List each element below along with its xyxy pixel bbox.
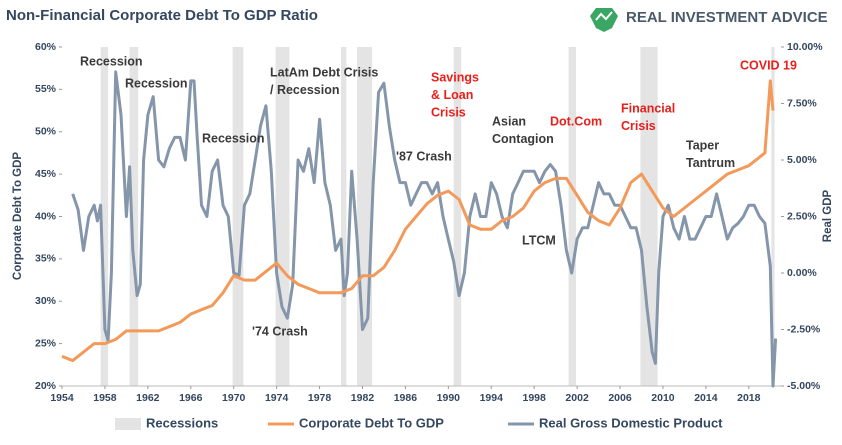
recession-band	[771, 47, 775, 386]
x-tick-label: 2014	[694, 392, 718, 404]
recession-band	[453, 47, 462, 386]
chart-title: Non-Financial Corporate Debt To GDP Rati…	[6, 7, 318, 24]
brand-logo: REAL INVESTMENT ADVICE	[590, 8, 828, 32]
logo-arrow	[595, 11, 613, 21]
x-tick-label: 2018	[737, 392, 761, 404]
annotation: & Loan	[431, 88, 473, 102]
x-tick-label: 1970	[222, 392, 246, 404]
x-tick-label: 1978	[308, 392, 332, 404]
x-tick-label: 1958	[93, 392, 117, 404]
legend-label: Corporate Debt To GDP	[299, 415, 444, 430]
x-tick-label: 1986	[394, 392, 418, 404]
annotation: '74 Crash	[252, 324, 308, 338]
series-line	[61, 79, 775, 363]
y2-tick-label: 2.50%	[787, 210, 817, 222]
x-tick-label: 1994	[480, 392, 504, 404]
y2-tick-label: 10.00%	[787, 41, 823, 53]
annotation: / Recession	[270, 83, 339, 97]
x-tick-label: 1966	[179, 392, 203, 404]
legend-label: Recessions	[146, 415, 218, 430]
y-tick-label: 20%	[35, 380, 57, 392]
annotation: Recession	[202, 131, 265, 145]
y-tick-label: 55%	[35, 83, 57, 95]
x-tick-label: 1974	[265, 392, 289, 404]
y2-tick-label: 0.00%	[787, 267, 817, 279]
legend-swatch	[115, 418, 141, 430]
y2-axis-label: Real GDP	[822, 189, 834, 242]
recession-band	[129, 47, 139, 386]
y-tick-label: 60%	[35, 41, 57, 53]
y2-tick-label: 7.50%	[787, 97, 817, 109]
x-tick-label: 2006	[608, 392, 632, 404]
y-tick-label: 50%	[35, 126, 57, 138]
recession-band	[357, 47, 373, 386]
annotation: COVID 19	[740, 58, 797, 72]
brand-name: REAL INVESTMENT ADVICE	[626, 9, 828, 26]
annotation: Dot.Com	[550, 114, 602, 128]
annotation: Savings	[431, 70, 479, 84]
y2-tick-label: -2.50%	[787, 323, 821, 335]
y-tick-label: 25%	[35, 337, 57, 349]
y-tick-label: 45%	[35, 168, 57, 180]
y-tick-label: 40%	[35, 210, 57, 222]
y-tick-label: 30%	[35, 295, 57, 307]
x-tick-label: 1982	[351, 392, 375, 404]
annotation: Recession	[125, 76, 188, 90]
annotation: Contagion	[492, 132, 554, 146]
recession-band	[568, 47, 577, 386]
annotation: Tantrum	[686, 156, 735, 170]
y-axis-label: Corporate Debt To GDP	[12, 152, 24, 281]
x-tick-label: 1962	[136, 392, 160, 404]
x-tick-label: 1998	[522, 392, 546, 404]
x-tick-label: 2010	[651, 392, 675, 404]
annotation: '87 Crash	[396, 149, 452, 163]
x-tick-label: 1990	[437, 392, 461, 404]
annotation: Recession	[80, 54, 143, 68]
legend-label: Real Gross Domestic Product	[539, 415, 723, 430]
series-line	[71, 70, 778, 388]
y2-tick-label: 5.00%	[787, 154, 817, 166]
annotation: Asian	[492, 114, 526, 128]
annotation: Crisis	[431, 105, 466, 119]
x-tick-label: 2002	[565, 392, 589, 404]
annotation: LTCM	[522, 233, 556, 247]
recession-band	[100, 47, 109, 386]
y2-tick-label: -5.00%	[787, 380, 821, 392]
recession-band	[232, 47, 244, 386]
logo-shield	[590, 8, 618, 32]
recession-band	[275, 47, 290, 386]
annotation: Crisis	[621, 119, 656, 133]
y-tick-label: 35%	[35, 253, 57, 265]
annotation: LatAm Debt Crisis	[270, 65, 378, 79]
x-tick-label: 1954	[50, 392, 74, 404]
recession-band	[341, 47, 347, 386]
recession-band	[640, 47, 658, 386]
annotation: Taper	[686, 138, 719, 152]
annotation: Financial	[621, 101, 675, 115]
